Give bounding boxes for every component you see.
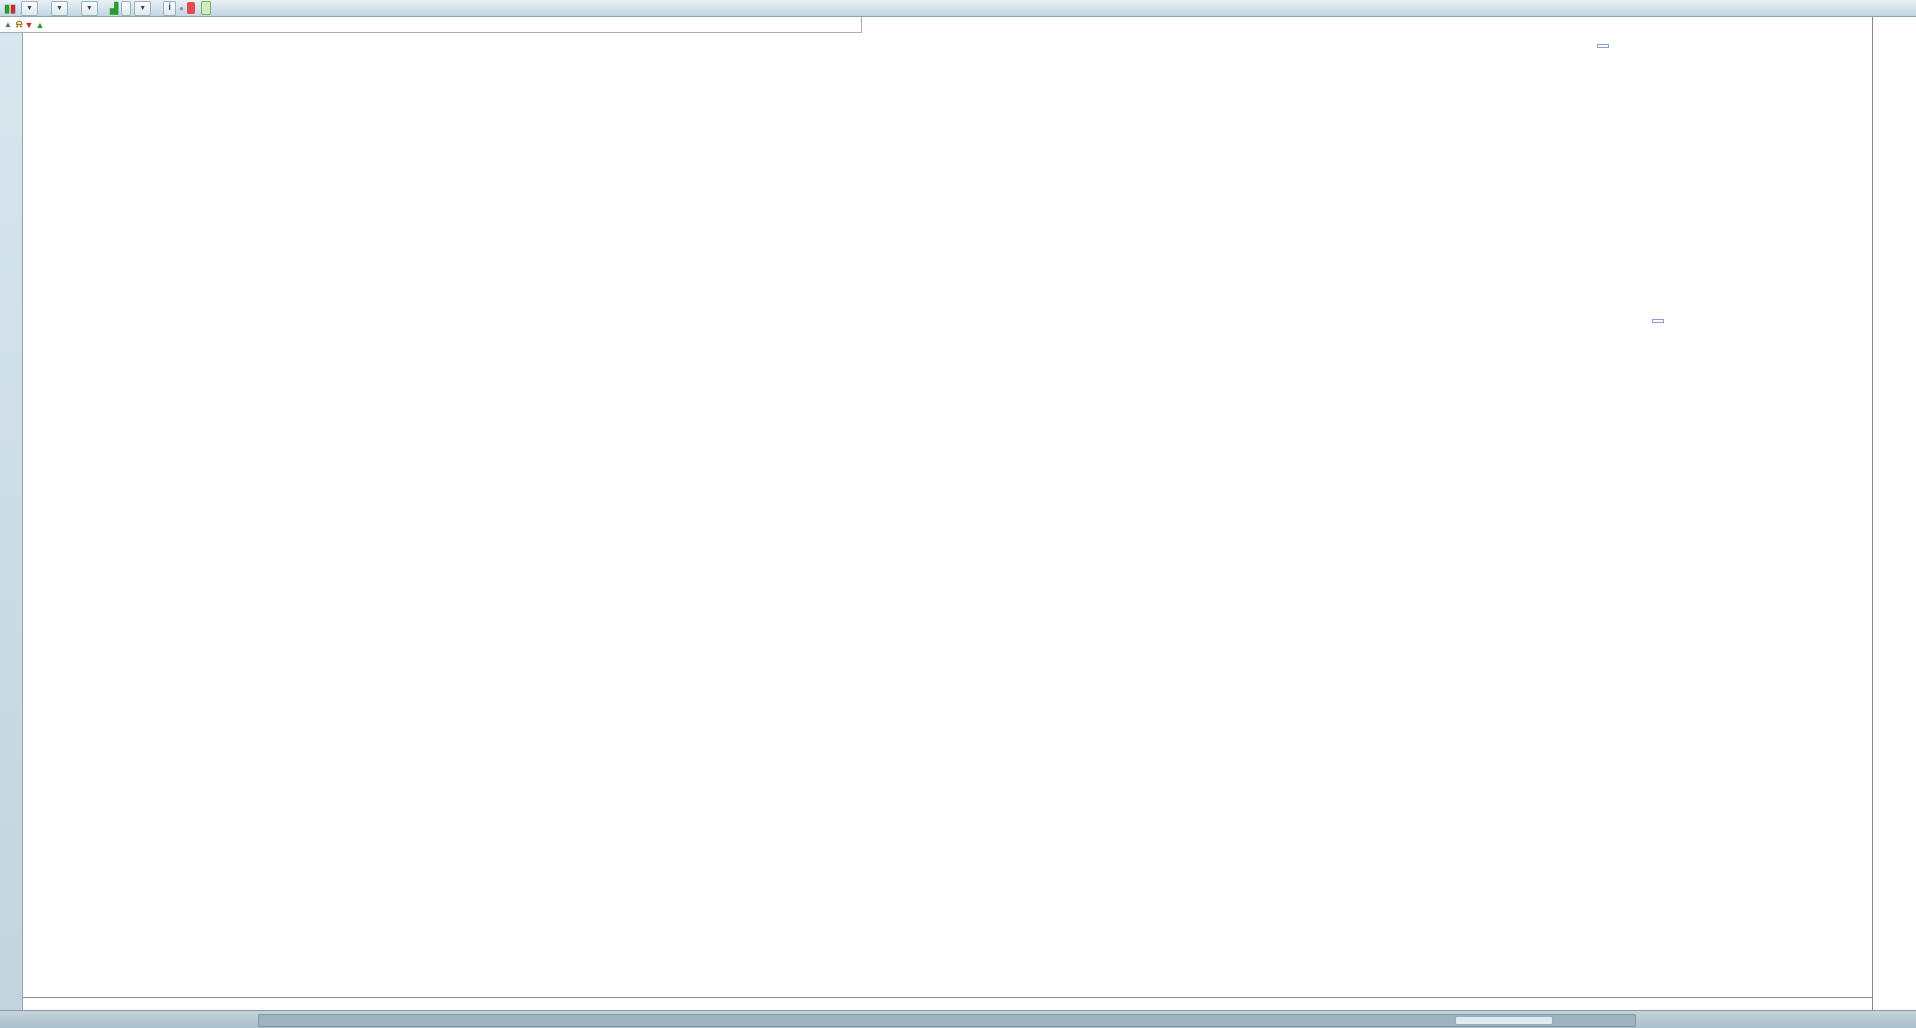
collapse-panel-icon[interactable]: ▲ — [4, 20, 12, 29]
timeframe-dropdown[interactable]: ▼ — [50, 0, 68, 16]
asset-dropdown[interactable]: ▼ — [21, 0, 38, 16]
change-badge — [186, 2, 195, 14]
scrollbar-thumb[interactable] — [1455, 1016, 1553, 1025]
app-logo-candles-icon: ▮▮ — [3, 2, 17, 15]
quantity-dropdown[interactable]: ▼ — [80, 0, 98, 16]
horizontal-scrollbar[interactable] — [258, 1014, 1636, 1027]
indicators-caret[interactable]: ▼ — [134, 0, 152, 16]
instrument-badge — [200, 1, 211, 15]
indicators-dropdown[interactable] — [121, 0, 132, 16]
buy-arrow-icon[interactable]: ▲ — [35, 19, 45, 30]
info-button[interactable]: i — [163, 0, 176, 16]
structure-confirmation-box-2 — [1652, 319, 1664, 323]
drawing-toolbar — [0, 17, 23, 1010]
status-bar — [0, 1010, 1916, 1028]
alarm-bell-icon[interactable]: ⍾ — [15, 19, 23, 30]
sell-arrow-icon[interactable]: ▼ — [24, 19, 34, 30]
indicator-toggle-bar: ▲ ⍾ ▼ ▲ — [0, 17, 862, 33]
top-toolbar: ▮▮ ▼ ▼ ▼ ▟ ▼ i ● — [0, 0, 1916, 17]
status-dot-icon: ● — [179, 3, 184, 13]
price-axis[interactable] — [1872, 17, 1916, 1010]
time-axis[interactable] — [0, 997, 1916, 1011]
structure-confirmation-box-1 — [1597, 44, 1609, 48]
indicators-chart-icon: ▟ — [109, 2, 119, 15]
